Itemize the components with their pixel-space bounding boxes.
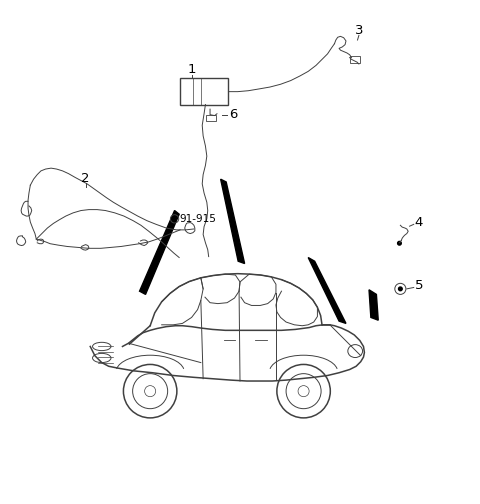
Bar [180, 78, 228, 104]
Bar [206, 115, 216, 120]
Circle shape [398, 287, 402, 291]
Text: 4: 4 [415, 216, 423, 228]
Text: 2: 2 [82, 172, 90, 185]
Text: 1: 1 [187, 64, 196, 77]
Polygon shape [308, 258, 346, 324]
Polygon shape [221, 179, 245, 264]
Polygon shape [140, 211, 179, 294]
Polygon shape [369, 290, 378, 320]
Text: 91-915: 91-915 [179, 214, 216, 224]
Text: 3: 3 [355, 24, 363, 37]
Text: 5: 5 [415, 279, 423, 292]
Text: 6: 6 [229, 108, 237, 121]
Circle shape [397, 241, 401, 245]
Bar [349, 56, 360, 63]
